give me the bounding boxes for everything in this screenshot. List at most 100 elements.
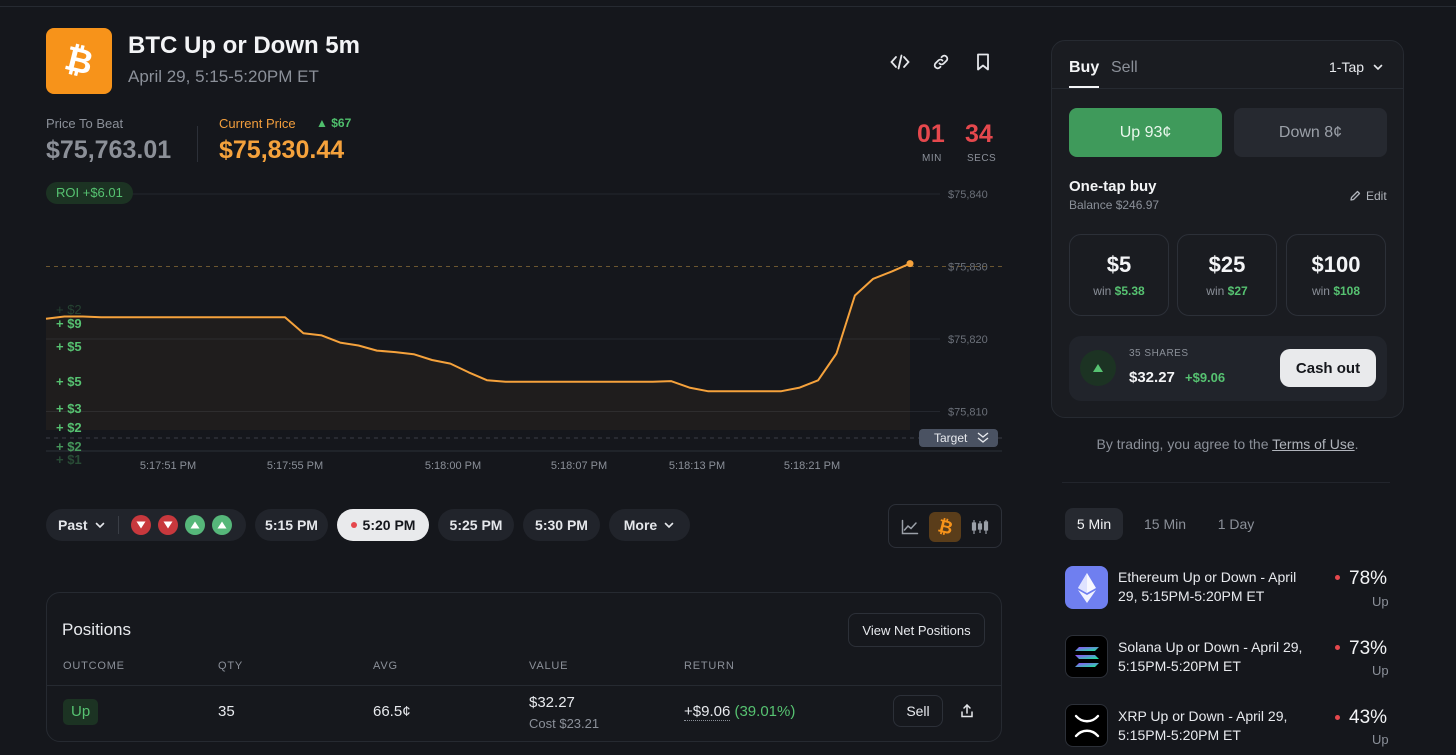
col-header-return: RETURN <box>684 660 735 672</box>
tab-buy[interactable]: Buy <box>1069 59 1100 76</box>
tab-buy-underline <box>1069 86 1099 88</box>
cash-out-button[interactable]: Cash out <box>1280 349 1376 387</box>
trade-marker: + $3 <box>56 401 82 416</box>
positions-card <box>46 592 1002 742</box>
live-dot-icon <box>1335 575 1340 580</box>
past-divider <box>117 516 119 534</box>
result-down-icon[interactable] <box>130 515 151 535</box>
more-periods-button[interactable]: More <box>609 509 690 541</box>
amount-value: $5 <box>1106 252 1132 277</box>
edit-button[interactable]: Edit <box>1349 189 1387 203</box>
sell-position-button[interactable]: Sell <box>893 695 943 727</box>
current-price-label: Current Price <box>219 116 296 131</box>
price-chart[interactable]: $75,840$75,830$75,820$75,810+ $2+ $9+ $5… <box>0 180 1010 480</box>
tab-sell[interactable]: Sell <box>1111 59 1138 76</box>
tab-15-min[interactable]: 15 Min <box>1143 516 1187 532</box>
related-market-side: Up <box>1372 663 1389 678</box>
col-header-avg: AVG <box>373 660 398 672</box>
trade-marker: + $2 <box>56 420 82 435</box>
y-tick-label: $75,820 <box>948 334 988 346</box>
bookmark-icon[interactable] <box>973 52 993 72</box>
amount-win: win $108 <box>1287 284 1385 298</box>
related-market-pct: 73% <box>1349 638 1388 659</box>
shares-count: 35 SHARES <box>1129 348 1189 359</box>
position-avg: 66.5¢ <box>373 703 411 720</box>
outcome-badge: Up <box>63 699 99 725</box>
embed-code-icon[interactable] <box>890 52 910 72</box>
return-percent: (39.01%) <box>734 703 796 720</box>
current-price-dot <box>906 260 914 268</box>
period-530[interactable]: 5:30 PM <box>523 509 600 541</box>
timer-seconds-label: SECS <box>967 153 997 164</box>
chevron-down-icon <box>94 519 106 531</box>
link-icon[interactable] <box>931 52 951 72</box>
triangle-up-icon: ▲ <box>316 116 328 130</box>
past-selector[interactable]: Past <box>46 509 246 541</box>
svg-text:₿: ₿ <box>61 41 97 81</box>
line-chart-icon[interactable] <box>894 512 926 542</box>
market-subtitle: April 29, 5:15-5:20PM ET <box>128 67 319 86</box>
position-value: $32.27 <box>529 694 575 711</box>
trade-marker: + $2 <box>56 302 82 317</box>
order-mode-dropdown[interactable]: 1-Tap <box>1329 59 1384 75</box>
trade-marker: + $9 <box>56 316 82 331</box>
triangle-up-icon <box>1080 350 1116 386</box>
terms-link[interactable]: Terms of Use <box>1272 436 1355 452</box>
amount-win: win $27 <box>1178 284 1276 298</box>
related-market-pct: 78% <box>1349 568 1388 589</box>
x-tick-label: 5:18:21 PM <box>784 460 840 472</box>
buy-down-button[interactable]: Down 8¢ <box>1234 108 1387 157</box>
buy-up-button[interactable]: Up 93¢ <box>1069 108 1222 157</box>
pencil-icon <box>1349 190 1361 202</box>
period-label: 5:30 PM <box>535 517 588 533</box>
y-tick-label: $75,810 <box>948 407 988 419</box>
related-market-title[interactable]: Solana Up or Down - April 29, 5:15PM-5:2… <box>1118 639 1303 674</box>
chevron-down-icon <box>663 519 675 531</box>
position-qty: 35 <box>218 703 235 720</box>
xrp-icon <box>1065 704 1108 747</box>
terms-suffix: . <box>1354 436 1359 452</box>
share-icon[interactable] <box>959 703 975 724</box>
period-525[interactable]: 5:25 PM <box>438 509 514 541</box>
terms-notice: By trading, you agree to the Terms of Us… <box>1051 436 1404 452</box>
table-divider <box>47 685 1001 686</box>
bitcoin-chart-icon[interactable]: ₿ <box>929 512 961 542</box>
amount-option-5[interactable]: $5 win $5.38 <box>1069 234 1169 316</box>
top-divider <box>0 6 1456 7</box>
result-up-icon[interactable] <box>211 515 232 535</box>
positions-title: Positions <box>62 620 131 639</box>
price-area-fill <box>46 263 910 430</box>
period-515[interactable]: 5:15 PM <box>255 509 328 541</box>
x-tick-label: 5:18:00 PM <box>425 460 481 472</box>
result-up-icon[interactable] <box>184 515 205 535</box>
balance: Balance $246.97 <box>1069 198 1160 212</box>
period-label: 5:15 PM <box>265 517 318 533</box>
related-market-side: Up <box>1372 594 1389 609</box>
related-market-title[interactable]: Ethereum Up or Down - April 29, 5:15PM-5… <box>1118 569 1297 604</box>
position-return: +$9.06 (39.01%) <box>684 703 796 721</box>
current-price-delta: ▲ $67 <box>316 116 351 130</box>
amount-option-100[interactable]: $100 win $108 <box>1286 234 1386 316</box>
tabs-divider <box>1052 88 1403 89</box>
x-tick-label: 5:18:07 PM <box>551 460 607 472</box>
tab-5-min[interactable]: 5 Min <box>1065 508 1123 540</box>
view-net-positions-button[interactable]: View Net Positions <box>848 613 985 647</box>
period-label: 5:20 PM <box>362 517 416 533</box>
amount-value: $100 <box>1311 252 1361 277</box>
shares-gain: +$9.06 <box>1185 370 1226 385</box>
candlestick-chart-icon[interactable] <box>964 512 996 542</box>
x-tick-label: 5:17:51 PM <box>140 460 196 472</box>
target-label: Target <box>919 429 998 447</box>
period-520[interactable]: 5:20 PM <box>337 509 429 541</box>
related-market-title[interactable]: XRP Up or Down - April 29, 5:15PM-5:20PM… <box>1118 708 1288 743</box>
win-value: $27 <box>1227 284 1248 298</box>
amount-option-25[interactable]: $25 win $27 <box>1177 234 1277 316</box>
live-dot-icon <box>350 522 357 528</box>
price-to-beat-label: Price To Beat <box>46 116 124 131</box>
target-text: Target <box>934 431 968 445</box>
return-amount: +$9.06 <box>684 703 731 721</box>
result-down-icon[interactable] <box>157 515 178 535</box>
tab-1-day[interactable]: 1 Day <box>1217 516 1255 532</box>
win-label: win <box>1093 284 1112 298</box>
col-header-qty: QTY <box>218 660 244 672</box>
